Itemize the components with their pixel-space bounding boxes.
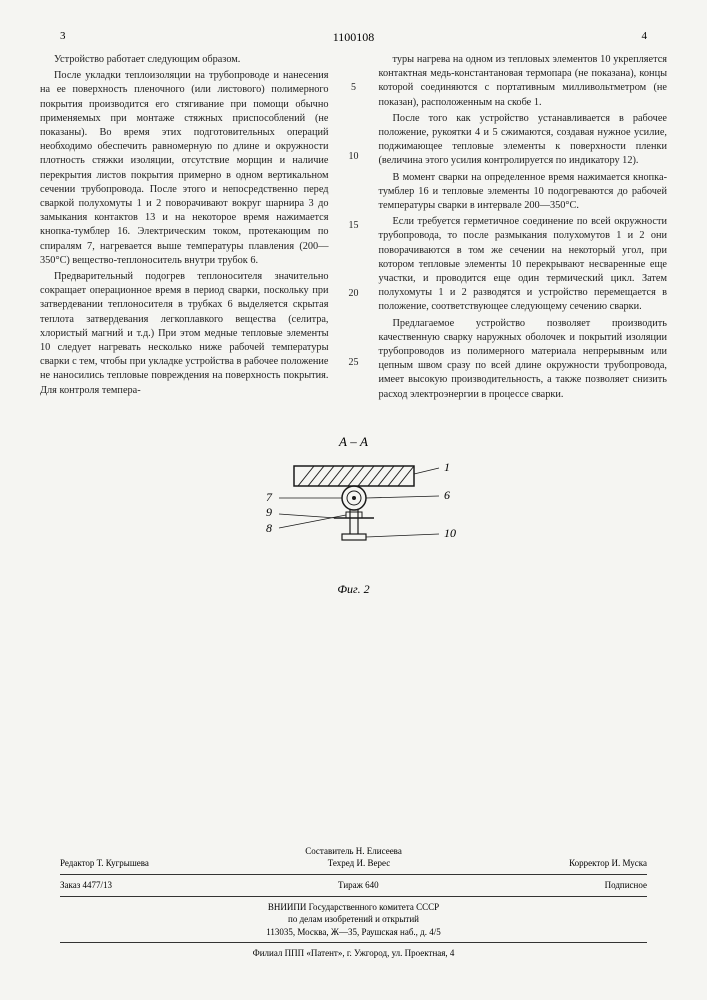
footer-compiler: Составитель Н. Елисеева	[60, 845, 647, 858]
figure-label-8: 8	[266, 521, 272, 535]
paragraph: Предлагаемое устройство позволяет произв…	[379, 317, 668, 402]
figure-label-10: 10	[444, 526, 456, 540]
footer-order: Заказ 4477/13	[60, 879, 112, 892]
footer-editor: Редактор Т. Кугрышева	[60, 857, 149, 870]
paragraph: В момент сварки на определенное время на…	[379, 171, 668, 214]
page-number-right: 4	[642, 30, 648, 45]
footer-org2: по делам изобретений и открытий	[60, 913, 647, 926]
paragraph: После укладки теплоизоляции на трубопров…	[40, 69, 329, 268]
page-header: 3 1100108 4	[40, 30, 667, 45]
figure-label-7: 7	[266, 490, 273, 504]
figure-svg: 1 6 7 8 9 10	[224, 456, 484, 576]
line-marker: 25	[347, 356, 361, 370]
right-column: туры нагрева на одном из тепловых элемен…	[379, 53, 668, 404]
line-marker: 5	[347, 81, 361, 95]
paragraph: Устройство работает следующим образом.	[40, 53, 329, 67]
figure-label-1: 1	[444, 460, 450, 474]
line-marker: 15	[347, 219, 361, 233]
footer-tirazh: Тираж 640	[338, 879, 379, 892]
left-column: Устройство работает следующим образом. П…	[40, 53, 329, 404]
section-label: А – А	[40, 434, 667, 450]
document-number: 1100108	[66, 30, 642, 45]
paragraph: Предварительный подогрев теплоносителя з…	[40, 270, 329, 398]
footer-techred: Техред И. Верес	[328, 857, 390, 870]
footer-podpisnoe: Подписное	[605, 879, 647, 892]
figure-label-9: 9	[266, 505, 272, 519]
figure-caption: Фиг. 2	[40, 582, 667, 597]
paragraph: После того как устройство устанавливаетс…	[379, 112, 668, 169]
footer-addr1: 113035, Москва, Ж—35, Раушская наб., д. …	[60, 926, 647, 939]
footer-org1: ВНИИПИ Государственного комитета СССР	[60, 901, 647, 914]
text-columns: Устройство работает следующим образом. П…	[40, 53, 667, 404]
footer-addr2: Филиал ППП «Патент», г. Ужгород, ул. Про…	[60, 947, 647, 960]
line-number-gutter: 5 10 15 20 25	[347, 53, 361, 404]
figure-2: А – А	[40, 434, 667, 597]
line-marker: 10	[347, 150, 361, 164]
figure-label-6: 6	[444, 488, 450, 502]
footer-corrector: Корректор И. Муска	[569, 857, 647, 870]
footer-block: Составитель Н. Елисеева Редактор Т. Кугр…	[60, 845, 647, 960]
paragraph: Если требуется герметичное соединение по…	[379, 215, 668, 314]
paragraph: туры нагрева на одном из тепловых элемен…	[379, 53, 668, 110]
line-marker: 20	[347, 287, 361, 301]
